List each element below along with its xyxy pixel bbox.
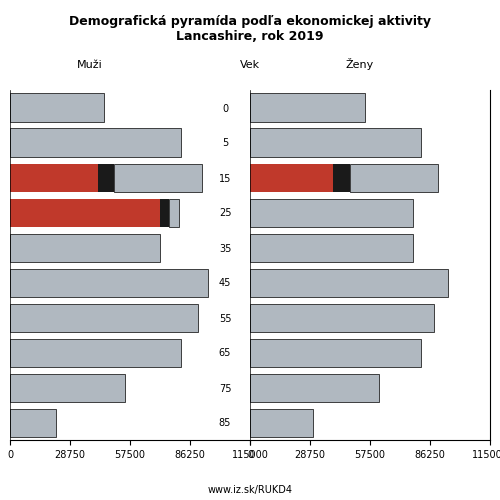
- Bar: [10, 268, 208, 296]
- Bar: [250, 304, 434, 332]
- Bar: [10, 164, 98, 192]
- Bar: [250, 268, 448, 296]
- Bar: [250, 338, 421, 366]
- Bar: [10, 198, 160, 226]
- Bar: [334, 164, 350, 192]
- Bar: [98, 164, 114, 192]
- Bar: [350, 164, 438, 192]
- Text: Vek: Vek: [240, 60, 260, 70]
- Bar: [250, 234, 413, 262]
- Bar: [250, 408, 312, 436]
- Text: Ženy: Ženy: [346, 58, 374, 70]
- Text: Muži: Muži: [77, 60, 103, 70]
- Bar: [168, 198, 179, 226]
- Bar: [10, 408, 56, 436]
- Text: Demografická pyramída podľa ekonomickej aktivity
Lancashire, rok 2019: Demografická pyramída podľa ekonomickej …: [69, 15, 431, 43]
- Bar: [250, 374, 380, 402]
- Bar: [10, 374, 125, 402]
- Bar: [250, 164, 334, 192]
- Bar: [250, 198, 413, 226]
- Bar: [10, 128, 181, 156]
- Bar: [160, 198, 168, 226]
- Text: www.iz.sk/RUKD4: www.iz.sk/RUKD4: [208, 485, 292, 495]
- Bar: [114, 164, 202, 192]
- Bar: [10, 234, 160, 262]
- Bar: [10, 338, 181, 366]
- Bar: [10, 94, 104, 122]
- Bar: [250, 128, 421, 156]
- Bar: [250, 94, 365, 122]
- Bar: [10, 304, 198, 332]
